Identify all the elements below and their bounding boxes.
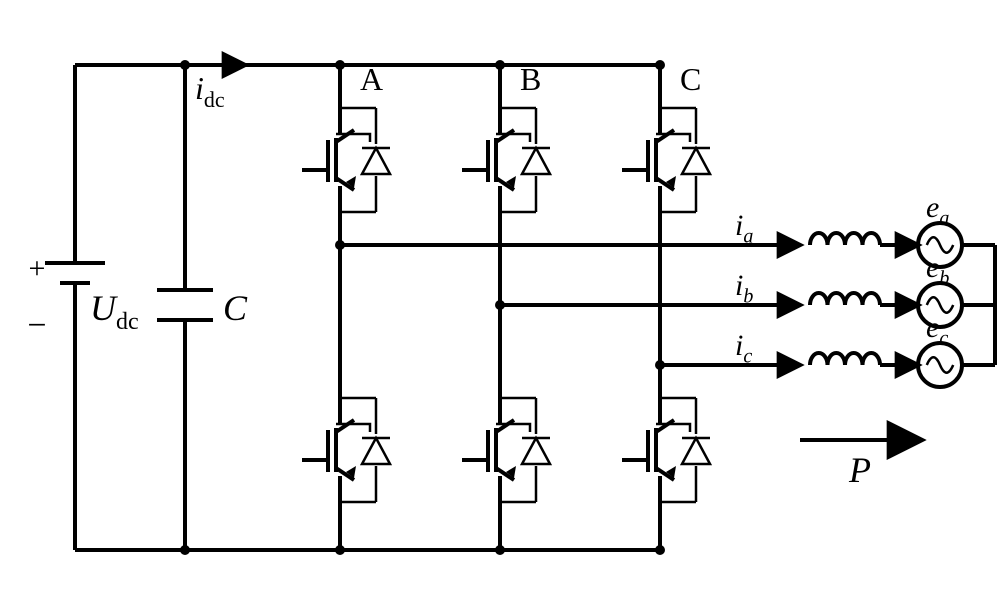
inverter-circuit-diagram: + − Udc Cidc A B Cia ib ic ea eb ec P [20,20,998,595]
label-P: P [848,450,871,490]
label-C: C [223,288,248,328]
label-ib: ib [735,269,753,308]
label-ia: ia [735,209,753,248]
label-leg-B: B [520,61,541,97]
label-Udc: Udc [90,288,139,335]
label-ic: ic [735,329,752,368]
label-leg-A: A [360,61,383,97]
label-eb: eb [926,251,949,290]
label-idc: idc [195,70,225,112]
label-leg-C: C [680,61,701,97]
label-ec: ec [926,311,948,350]
svg-text:−: − [27,307,46,344]
label-ea: ea [926,191,949,230]
svg-text:+: + [29,252,46,285]
